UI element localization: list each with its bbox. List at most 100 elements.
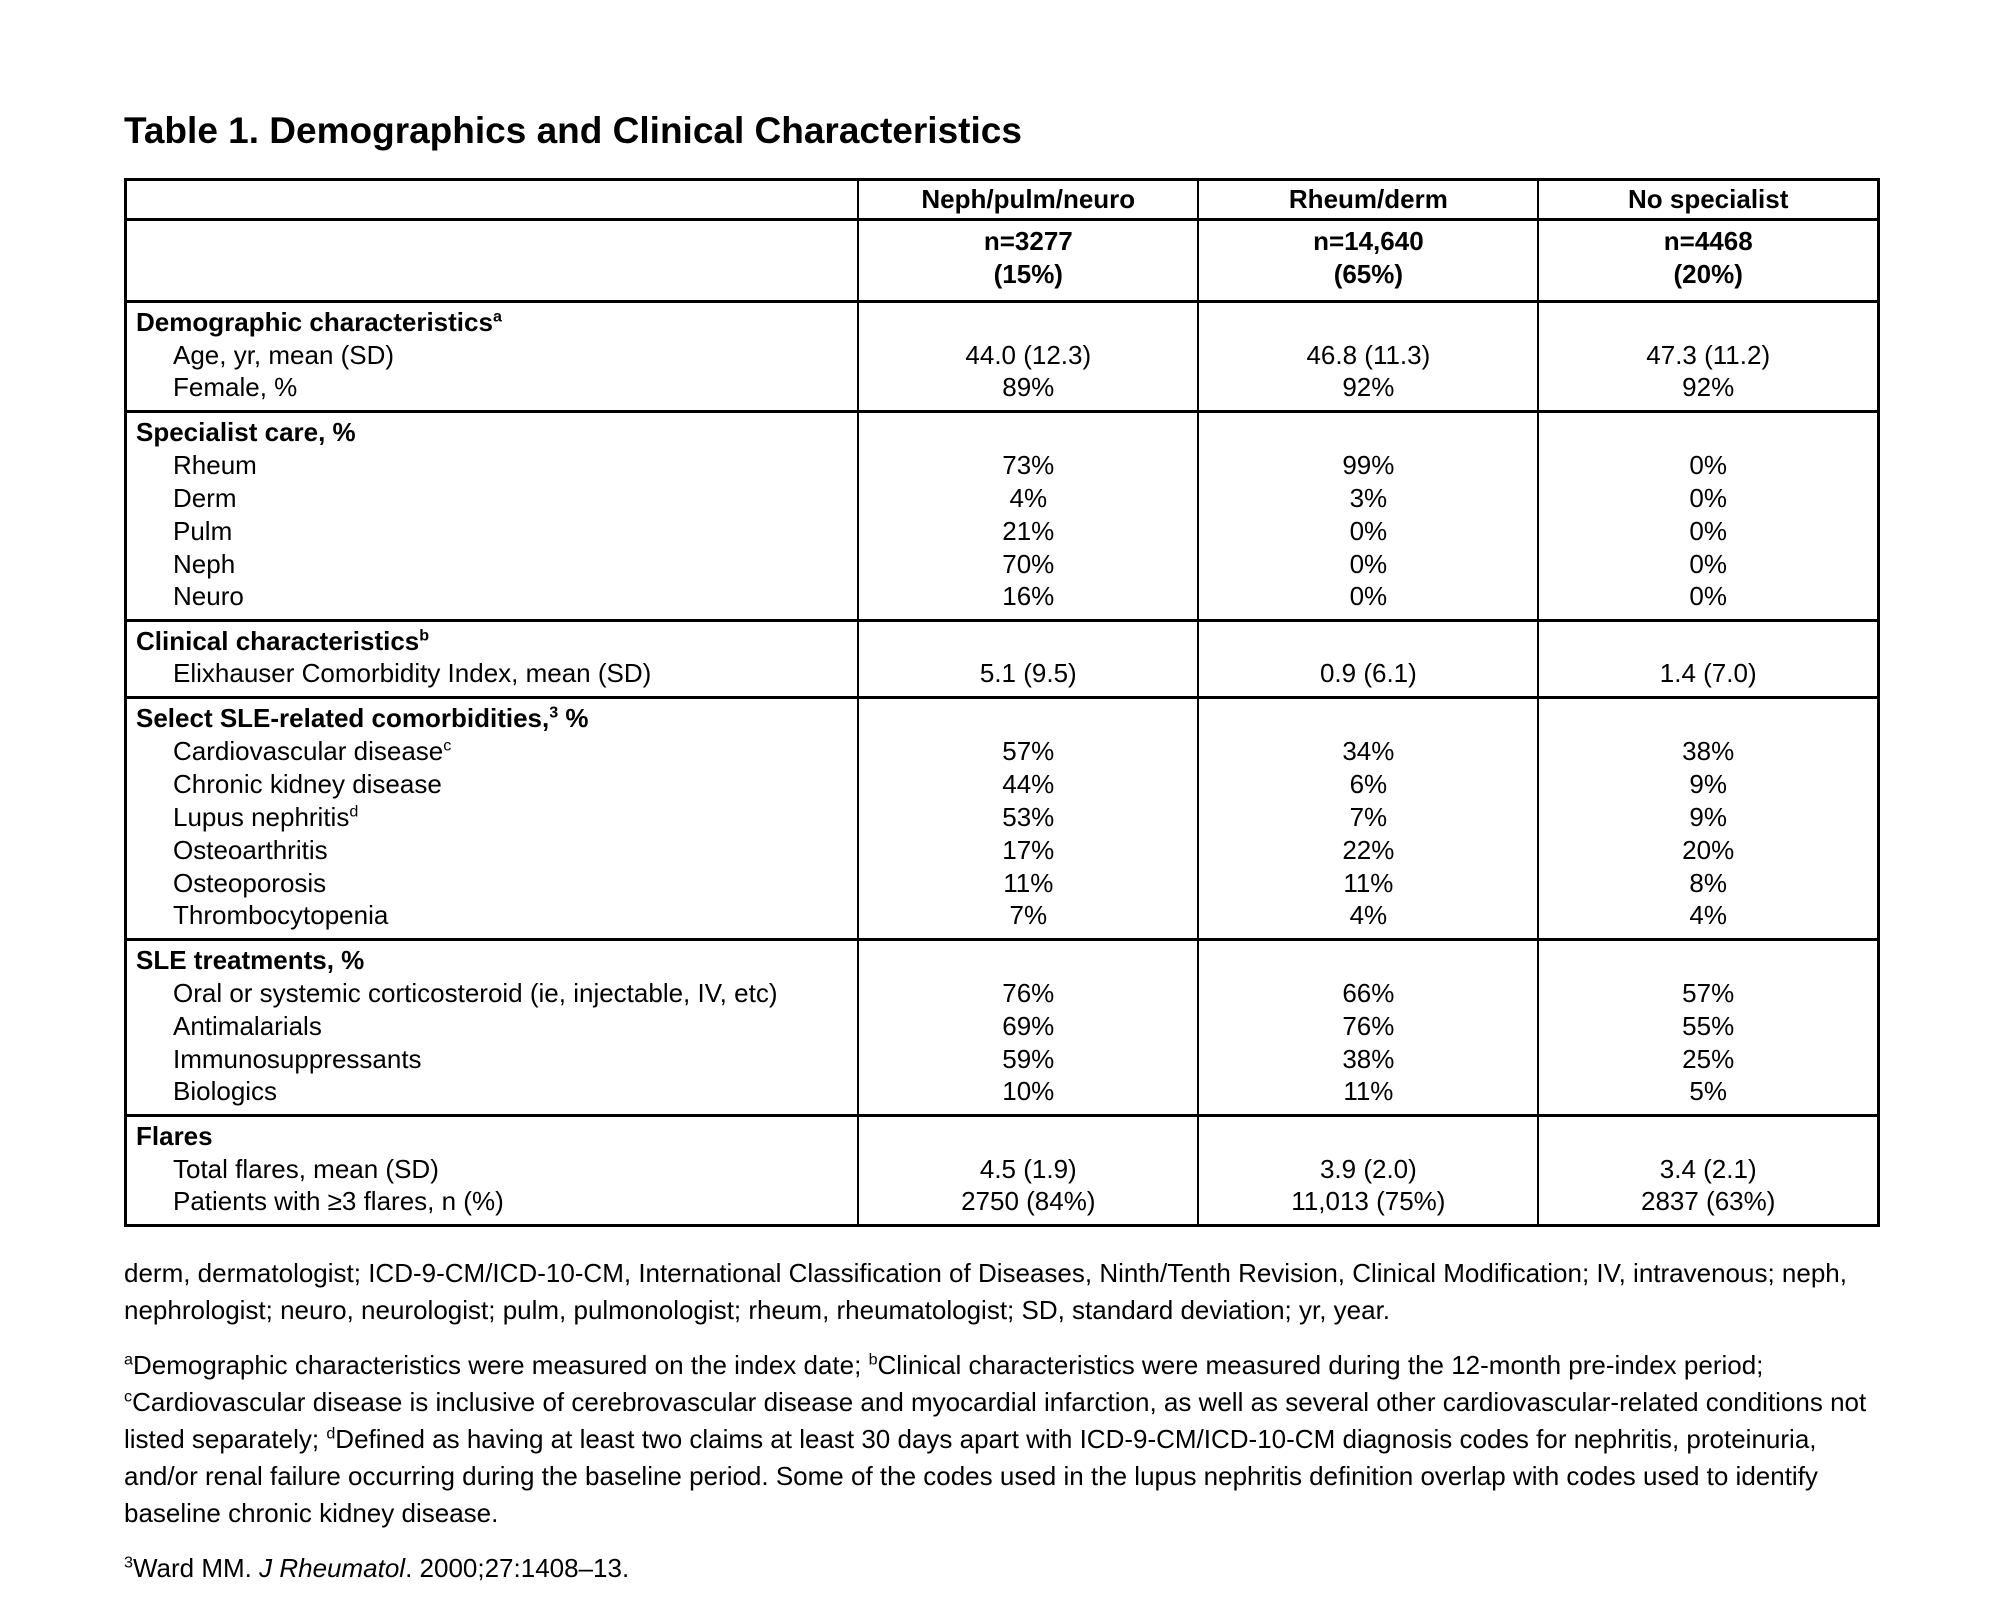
section-title-text: Demographic characteristics: [136, 307, 493, 338]
row-label: Derm: [124, 481, 860, 515]
empty-cell: [857, 1114, 1200, 1153]
value-cell: 4.5 (1.9): [857, 1152, 1200, 1186]
row-label: Biologics: [124, 1075, 860, 1116]
reference-author: Ward MM.: [132, 1553, 260, 1583]
value-cell: 73%: [857, 448, 1200, 482]
corner-cell: [124, 179, 860, 221]
value-cell: 11,013 (75%): [1197, 1185, 1540, 1226]
table-row: Elixhauser Comorbidity Index, mean (SD) …: [124, 657, 1880, 698]
footnote-marker: a: [492, 307, 502, 326]
empty-cell: [857, 938, 1200, 977]
value-cell: 0%: [1197, 514, 1540, 548]
footnotes: derm, dermatologist; ICD-9-CM/ICD-10-CM,…: [124, 1255, 1880, 1587]
empty-cell: [1197, 938, 1540, 977]
empty-cell: [1537, 1114, 1880, 1153]
table-row: Immunosuppressants 59% 38% 25%: [124, 1042, 1880, 1076]
section-title-text: Clinical characteristics: [136, 626, 420, 657]
table-row: Neuro 16% 0% 0%: [124, 580, 1880, 621]
row-label: Female, %: [124, 371, 860, 412]
row-label: Elixhauser Comorbidity Index, mean (SD): [124, 657, 860, 698]
empty-cell: [1197, 1114, 1540, 1153]
row-label: Rheum: [124, 448, 860, 482]
row-label: Age, yr, mean (SD): [124, 338, 860, 372]
subheader-cell: n=4468 (20%): [1537, 219, 1880, 303]
value-cell: 69%: [857, 1009, 1200, 1043]
row-label: Thrombocytopenia: [124, 899, 860, 940]
empty-cell: [1537, 938, 1880, 977]
subheader-n: n=14,640: [1313, 226, 1424, 256]
section-title: Demographic characteristicsa: [124, 300, 860, 339]
value-cell: 34%: [1197, 734, 1540, 768]
value-cell: 53%: [857, 800, 1200, 834]
footnote-marker: d: [349, 801, 359, 820]
empty-cell: [857, 300, 1200, 339]
page-title: Table 1. Demographics and Clinical Chara…: [124, 110, 1022, 151]
value-cell: 0%: [1537, 514, 1880, 548]
footnote-marker: b: [868, 1350, 878, 1369]
column-header: Rheum/derm: [1197, 179, 1540, 221]
row-label: Immunosuppressants: [124, 1042, 860, 1076]
table-row: Pulm 21% 0% 0%: [124, 514, 1880, 548]
value-cell: 25%: [1537, 1042, 1880, 1076]
footnote-marker: 3: [549, 703, 559, 722]
footnote-marker: c: [124, 1387, 133, 1406]
table-row: Cardiovascular diseasec 57% 34% 38%: [124, 734, 1880, 768]
row-label: Neuro: [124, 580, 860, 621]
section-title-row: SLE treatments, %: [124, 938, 1880, 977]
value-cell: 0%: [1537, 448, 1880, 482]
empty-cell: [1197, 696, 1540, 735]
value-cell: 92%: [1197, 371, 1540, 412]
row-label: Lupus nephritisd: [124, 800, 860, 834]
footnote-marker: d: [326, 1424, 336, 1443]
empty-cell: [857, 696, 1200, 735]
value-cell: 7%: [1197, 800, 1540, 834]
value-cell: 16%: [857, 580, 1200, 621]
value-cell: 57%: [1537, 976, 1880, 1010]
section-title: Specialist care, %: [124, 410, 860, 449]
empty-cell: [1197, 300, 1540, 339]
row-label: Pulm: [124, 514, 860, 548]
row-label: Cardiovascular diseasec: [124, 734, 860, 768]
value-cell: 10%: [857, 1075, 1200, 1116]
row-label: Osteoporosis: [124, 866, 860, 900]
row-label: Oral or systemic corticosteroid (ie, inj…: [124, 976, 860, 1010]
column-header: Neph/pulm/neuro: [857, 179, 1200, 221]
value-cell: 99%: [1197, 448, 1540, 482]
row-label: Chronic kidney disease: [124, 767, 860, 801]
table-header-row: Neph/pulm/neuro Rheum/derm No specialist: [124, 179, 1880, 221]
value-cell: 3.9 (2.0): [1197, 1152, 1540, 1186]
subheader-pct: (65%): [1333, 259, 1404, 289]
subheader-pct: (20%): [1673, 259, 1743, 289]
table-row: Rheum 73% 99% 0%: [124, 448, 1880, 482]
value-cell: 76%: [857, 976, 1200, 1010]
table-row: Osteoporosis 11% 11% 8%: [124, 866, 1880, 900]
footnote-marker: a: [124, 1350, 133, 1369]
footnote-marker: c: [443, 735, 452, 754]
table-subheader-row: n=3277 (15%) n=14,640 (65%) n=4468 (20%): [124, 219, 1880, 303]
table-row: Neph 70% 0% 0%: [124, 547, 1880, 581]
footnote-marker: b: [419, 626, 430, 645]
value-cell: 0%: [1537, 580, 1880, 621]
table-row: Derm 4% 3% 0%: [124, 481, 1880, 515]
abbreviations-note: derm, dermatologist; ICD-9-CM/ICD-10-CM,…: [124, 1258, 1847, 1325]
footnote-text: Clinical characteristics were measured d…: [877, 1350, 1764, 1380]
value-cell: 4%: [1197, 899, 1540, 940]
table-row: Chronic kidney disease 44% 6% 9%: [124, 767, 1880, 801]
value-cell: 11%: [1197, 1075, 1540, 1116]
footnote-text: Cardiovascular disease is inclusive of c…: [124, 1387, 1867, 1454]
section-title-row: Select SLE-related comorbidities,3 %: [124, 696, 1880, 735]
value-cell: 0%: [1537, 547, 1880, 581]
value-cell: 11%: [1197, 866, 1540, 900]
value-cell: 55%: [1537, 1009, 1880, 1043]
table-row: Lupus nephritisd 53% 7% 9%: [124, 800, 1880, 834]
value-cell: 2750 (84%): [857, 1185, 1200, 1226]
table-row: Oral or systemic corticosteroid (ie, inj…: [124, 976, 1880, 1010]
section-title-row: Specialist care, %: [124, 410, 1880, 449]
section-title: SLE treatments, %: [124, 938, 860, 977]
value-cell: 1.4 (7.0): [1537, 657, 1880, 698]
value-cell: 22%: [1197, 833, 1540, 867]
empty-cell: [1197, 410, 1540, 449]
section-title: Flares: [124, 1114, 860, 1153]
row-label: Neph: [124, 547, 860, 581]
subheader-n: n=4468: [1663, 226, 1753, 256]
